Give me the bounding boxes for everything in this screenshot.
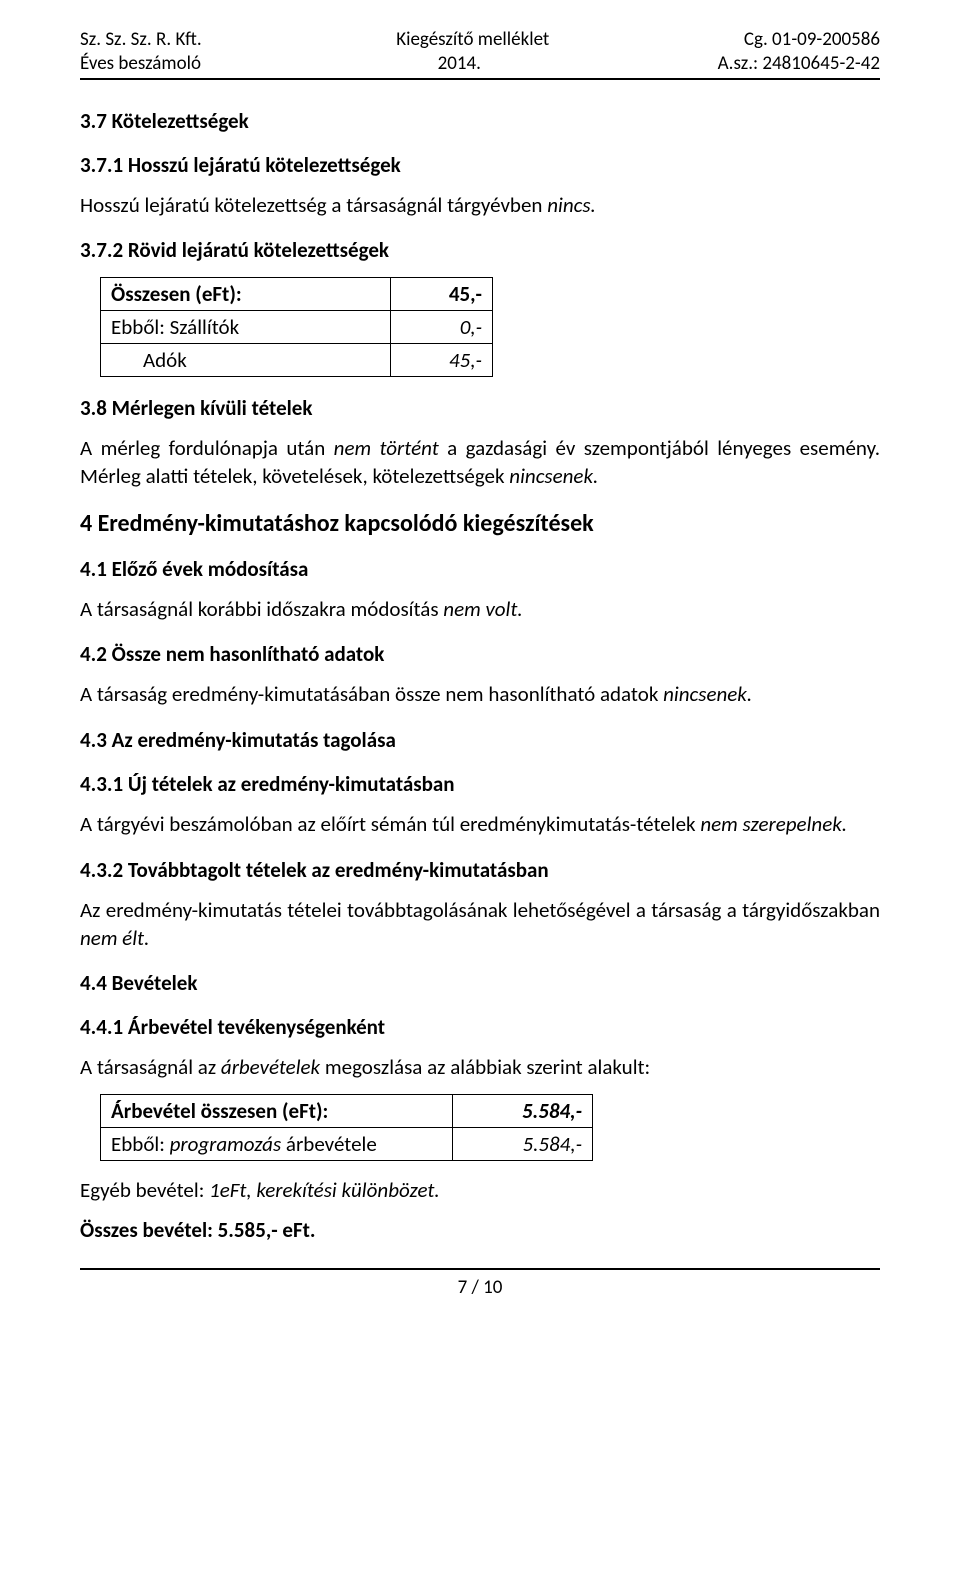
header-left-bottom: Éves beszámoló xyxy=(80,52,201,76)
cell-label: Árbevétel összesen (eFt): xyxy=(101,1094,453,1127)
text-3-8-pre: A mérleg fordulónapja után xyxy=(80,435,334,461)
table-4-4-1: Árbevétel összesen (eFt): 5.584,- Ebből:… xyxy=(100,1094,593,1161)
text-4-3-1-em: nem szerepelnek. xyxy=(700,811,847,837)
cell-value: 45,- xyxy=(391,278,493,311)
heading-4: 4 Eredmény-kimutatáshoz kapcsolódó kiegé… xyxy=(80,509,880,538)
header-right-bottom: A.sz.: 24810645-2-42 xyxy=(718,52,880,76)
heading-4-3-2: 4.3.2 Továbbtagolt tételek az eredmény-k… xyxy=(80,857,880,883)
cell-value: 5.584,- xyxy=(453,1094,593,1127)
header-rule xyxy=(80,78,880,80)
text-4-2: A társaság eredmény-kimutatásában össze … xyxy=(80,681,880,709)
text-osszes-bevetel: Összes bevétel: 5.585,- eFt. xyxy=(80,1217,880,1245)
page-number: 7 / 10 xyxy=(80,1276,880,1299)
cell-label: Ebből: programozás árbevétele xyxy=(101,1127,453,1160)
cell-value: 5.584,- xyxy=(453,1127,593,1160)
heading-3-7-1: 3.7.1 Hosszú lejáratú kötelezettségek xyxy=(80,152,880,178)
text-4-3-2-em: nem élt. xyxy=(80,925,149,951)
text-egyeb-bevetel-pre: Egyéb bevétel: xyxy=(80,1177,209,1203)
heading-3-7: 3.7 Kötelezettségek xyxy=(80,108,880,134)
header-right-top: Cg. 01-09-200586 xyxy=(744,28,880,52)
table-row: Ebből: programozás árbevétele 5.584,- xyxy=(101,1127,593,1160)
cell-label-em: programozás xyxy=(170,1131,282,1157)
text-4-4-1: A társaságnál az árbevételek megoszlása … xyxy=(80,1054,880,1082)
heading-4-1: 4.1 Előző évek módosítása xyxy=(80,556,880,582)
cell-label: Ebből: Szállítók xyxy=(101,311,391,344)
cell-value: 0,- xyxy=(391,311,493,344)
text-egyeb-bevetel-em: 1eFt, kerekítési különbözet. xyxy=(209,1177,440,1203)
cell-label-post: árbevétele xyxy=(281,1131,377,1157)
page-header: Sz. Sz. Sz. R. Kft. Kiegészítő melléklet… xyxy=(80,28,880,80)
text-3-7-1-pre: Hosszú lejáratú kötelezettség a társaság… xyxy=(80,192,547,218)
text-3-7-1: Hosszú lejáratú kötelezettség a társaság… xyxy=(80,192,880,220)
heading-4-2: 4.2 Össze nem hasonlítható adatok xyxy=(80,641,880,667)
cell-label-pre: Ebből: xyxy=(111,1131,170,1157)
text-4-4-1-pre: A társaságnál az xyxy=(80,1054,221,1080)
text-4-3-1-pre: A tárgyévi beszámolóban az előírt sémán … xyxy=(80,811,700,837)
text-4-4-1-post: megoszlása az alábbiak szerint alakult: xyxy=(320,1054,650,1080)
table-row: Ebből: Szállítók 0,- xyxy=(101,311,493,344)
text-3-8: A mérleg fordulónapja után nem történt a… xyxy=(80,435,880,490)
footer-rule xyxy=(80,1268,880,1270)
text-4-1: A társaságnál korábbi időszakra módosítá… xyxy=(80,596,880,624)
table-row: Összesen (eFt): 45,- xyxy=(101,278,493,311)
cell-label: Összesen (eFt): xyxy=(101,278,391,311)
heading-4-3-1: 4.3.1 Új tételek az eredmény-kimutatásba… xyxy=(80,771,880,797)
text-egyeb-bevetel: Egyéb bevétel: 1eFt, kerekítési különböz… xyxy=(80,1177,880,1205)
header-left-top: Sz. Sz. Sz. R. Kft. xyxy=(80,28,202,52)
text-3-8-em: nem történt xyxy=(334,435,439,461)
text-4-3-2-pre: Az eredmény-kimutatás tételei továbbtago… xyxy=(80,897,880,923)
cell-label: Adók xyxy=(101,344,391,377)
table-row: Adók 45,- xyxy=(101,344,493,377)
cell-value: 45,- xyxy=(391,344,493,377)
text-4-1-em: nem volt. xyxy=(443,596,522,622)
text-4-3-1: A tárgyévi beszámolóban az előírt sémán … xyxy=(80,811,880,839)
header-center-bottom: 2014. xyxy=(438,52,481,76)
header-center-top: Kiegészítő melléklet xyxy=(396,28,549,52)
text-3-7-1-em: nincs. xyxy=(547,192,596,218)
text-3-8-em2: nincsenek. xyxy=(509,463,598,489)
text-4-4-1-em: árbevételek xyxy=(221,1054,320,1080)
text-4-1-pre: A társaságnál korábbi időszakra módosítá… xyxy=(80,596,443,622)
text-4-3-2: Az eredmény-kimutatás tételei továbbtago… xyxy=(80,897,880,952)
heading-4-4-1: 4.4.1 Árbevétel tevékenységenként xyxy=(80,1014,880,1040)
text-4-2-pre: A társaság eredmény-kimutatásában össze … xyxy=(80,681,663,707)
document-page: Sz. Sz. Sz. R. Kft. Kiegészítő melléklet… xyxy=(0,0,960,1327)
table-row: Árbevétel összesen (eFt): 5.584,- xyxy=(101,1094,593,1127)
heading-3-7-2: 3.7.2 Rövid lejáratú kötelezettségek xyxy=(80,237,880,263)
heading-3-8: 3.8 Mérlegen kívüli tételek xyxy=(80,395,880,421)
text-4-2-em: nincsenek. xyxy=(663,681,752,707)
heading-4-4: 4.4 Bevételek xyxy=(80,970,880,996)
table-3-7-2: Összesen (eFt): 45,- Ebből: Szállítók 0,… xyxy=(100,277,493,377)
heading-4-3: 4.3 Az eredmény-kimutatás tagolása xyxy=(80,727,880,753)
